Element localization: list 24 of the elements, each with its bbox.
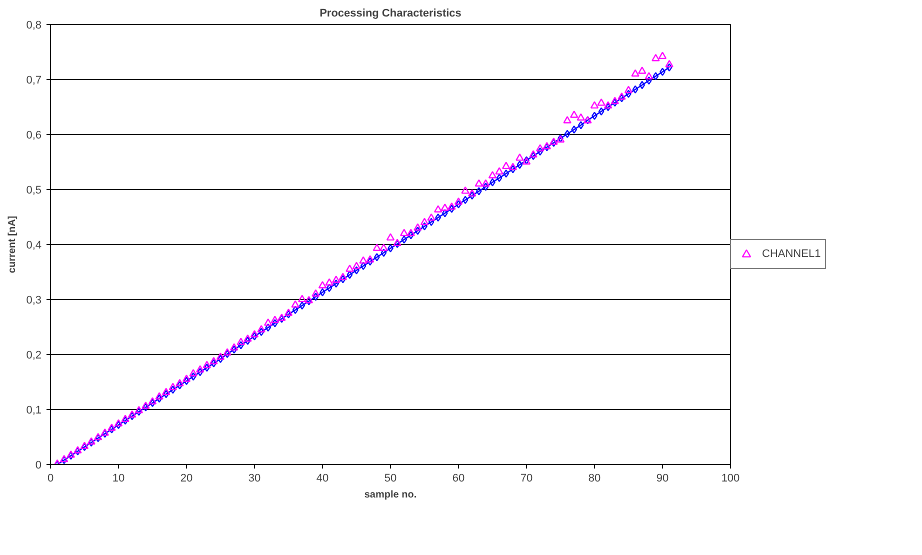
chart-title: Processing Characteristics xyxy=(320,8,462,20)
y-tick-label: 0,7 xyxy=(26,74,42,86)
y-tick-label: 0,6 xyxy=(26,130,42,142)
y-tick-label: 0,1 xyxy=(26,404,42,416)
x-tick-label: 80 xyxy=(588,472,601,484)
x-axis-title: sample no. xyxy=(364,490,417,500)
x-tick-label: 70 xyxy=(520,472,533,484)
y-tick-label: 0,3 xyxy=(26,294,42,306)
y-tick-label: 0,5 xyxy=(26,184,42,196)
x-tick-label: 10 xyxy=(112,472,125,484)
y-tick-label: 0 xyxy=(35,460,42,472)
y-tick-label: 0,2 xyxy=(26,350,42,362)
x-tick-label: 60 xyxy=(452,472,465,484)
legend-label: CHANNEL1 xyxy=(762,248,821,260)
y-axis-title: current [nA] xyxy=(7,216,18,274)
x-tick-label: 90 xyxy=(656,472,669,484)
y-tick-label: 0,8 xyxy=(26,20,42,32)
x-tick-label: 40 xyxy=(316,472,329,484)
x-tick-label: 20 xyxy=(180,472,193,484)
x-tick-label: 30 xyxy=(248,472,261,484)
x-tick-label: 100 xyxy=(721,472,740,484)
x-tick-label: 0 xyxy=(47,472,54,484)
y-tick-label: 0,4 xyxy=(26,240,42,252)
x-tick-label: 50 xyxy=(384,472,397,484)
